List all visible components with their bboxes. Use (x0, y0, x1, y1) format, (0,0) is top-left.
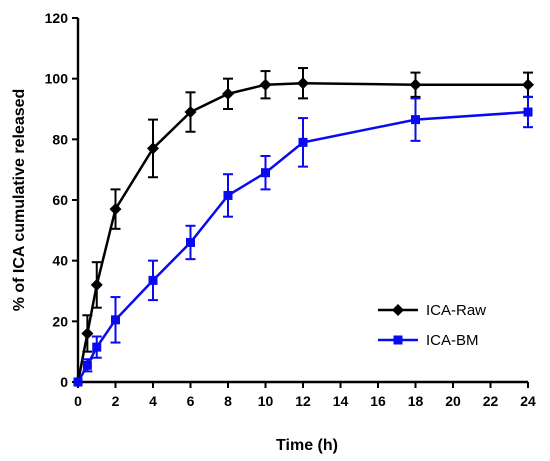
series-ica-raw (72, 67, 534, 388)
x-tick-label: 14 (333, 393, 349, 409)
data-point (184, 106, 197, 119)
y-tick-label: 0 (60, 374, 68, 390)
legend: ICA-Raw ICA-BM (378, 302, 486, 349)
legend-label: ICA-Raw (426, 302, 486, 319)
y-tick-label: 40 (52, 253, 68, 269)
data-point (82, 360, 92, 370)
series-layer (72, 67, 534, 388)
x-tick-label: 20 (445, 393, 461, 409)
x-tick-label: 24 (520, 393, 536, 409)
x-tick-label: 10 (258, 393, 274, 409)
x-tick-label: 2 (112, 393, 120, 409)
data-point (259, 78, 272, 91)
legend-marker (393, 335, 403, 345)
data-point (186, 237, 195, 247)
data-point (147, 142, 159, 155)
legend-marker (392, 304, 404, 316)
x-tick-label: 4 (149, 393, 157, 409)
y-tick-label: 60 (52, 192, 68, 208)
x-tick-label: 16 (370, 393, 386, 409)
x-tick-label: 8 (224, 393, 232, 409)
data-point (297, 77, 309, 90)
data-point (223, 190, 233, 200)
data-point (409, 78, 422, 91)
data-point (222, 87, 234, 100)
y-tick-label: 20 (52, 313, 68, 329)
y-tick-label: 80 (52, 131, 68, 147)
data-point (92, 342, 102, 352)
legend-label: ICA-BM (426, 332, 479, 349)
data-point (109, 203, 122, 216)
x-tick-label: 18 (408, 393, 424, 409)
legend-item: ICA-BM (378, 332, 479, 349)
data-point (411, 115, 420, 125)
legend-item: ICA-Raw (378, 302, 486, 319)
data-point (111, 315, 120, 325)
data-point (73, 377, 83, 387)
y-tick-label: 100 (45, 71, 69, 87)
data-point (298, 137, 308, 147)
data-point (81, 327, 94, 340)
series-ica-bm (73, 95, 533, 387)
x-tick-label: 6 (187, 393, 195, 409)
data-point (522, 78, 534, 91)
data-point (261, 168, 270, 178)
x-axis-title: Time (h) (276, 437, 338, 454)
y-axis-title: % of ICA cumulative released (11, 89, 28, 312)
x-tick-label: 12 (295, 393, 311, 409)
data-point (523, 107, 533, 117)
x-tick-label: 0 (74, 393, 82, 409)
data-point (148, 275, 158, 285)
x-tick-label: 22 (483, 393, 499, 409)
data-point (90, 278, 103, 291)
y-tick-label: 120 (45, 10, 69, 26)
